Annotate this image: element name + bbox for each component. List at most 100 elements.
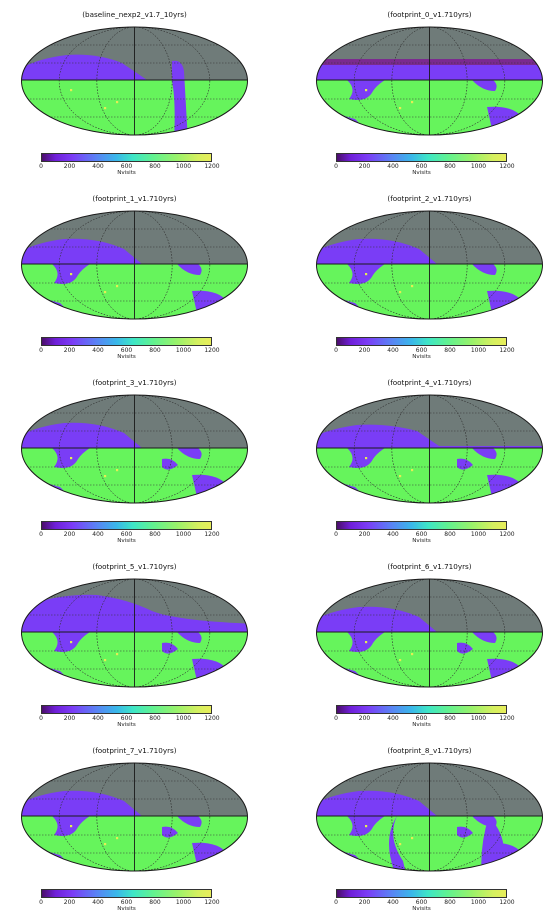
graticule <box>21 27 248 135</box>
colorbar-tick-label: 1000 <box>470 347 487 354</box>
colorbar-label: Nvisits <box>412 722 431 728</box>
colorbar-tick-label: 0 <box>39 899 43 906</box>
mollweide-map <box>21 762 248 872</box>
map-outline <box>316 394 543 504</box>
colorbar-tick-label: 1200 <box>499 715 515 722</box>
deep-drilling-field <box>104 475 107 478</box>
colorbar-tick-label: 800 <box>149 715 161 722</box>
panel-title: (footprint_1_v1.710yrs) <box>92 194 177 203</box>
skymap-panel: (footprint_0_v1.710yrs) 0 200 400 600 800 1000… <box>307 10 552 182</box>
galactic-plane-lobe <box>472 448 497 459</box>
colorbar-label: Nvisits <box>412 538 431 544</box>
galactic-plane-lobe <box>177 264 202 275</box>
colorbar-tick-label: 0 <box>39 531 43 538</box>
colorbar-tick-label: 200 <box>358 715 371 722</box>
colorbar <box>336 153 507 162</box>
colorbar-tick-label: 1000 <box>175 347 192 354</box>
colorbar-tick-label: 600 <box>415 347 428 354</box>
skymap-panel: (footprint_7_v1.710yrs) 0 200 400 600 800 1000… <box>12 746 257 918</box>
skymap-panel: (footprint_6_v1.710yrs) 0 200 400 600 800 1000… <box>307 562 552 734</box>
colorbar-label: Nvisits <box>117 170 136 176</box>
skymap-panel: (footprint_1_v1.710yrs) 0 200 400 600 800 1000… <box>12 194 257 366</box>
colorbar-tick-label: 600 <box>415 531 428 538</box>
colorbar-tick-label: 1000 <box>175 531 192 538</box>
deep-drilling-field <box>365 825 368 828</box>
deep-drilling-field <box>365 641 368 644</box>
deep-drilling-field <box>104 107 107 110</box>
colorbar <box>41 337 212 346</box>
map-outline <box>21 578 248 688</box>
colorbar <box>336 705 507 714</box>
colorbar-label: Nvisits <box>412 170 431 176</box>
colorbar-tick-label: 400 <box>92 163 104 170</box>
colorbar-tick-label: 400 <box>387 347 399 354</box>
galactic-plane-lobe <box>177 816 202 827</box>
map-outline <box>21 210 248 320</box>
colorbar-tick-label: 800 <box>149 163 161 170</box>
colorbar-tick-label: 200 <box>63 899 76 906</box>
deep-drilling-field <box>70 457 73 460</box>
skymap-panel: (footprint_5_v1.710yrs) 0 200 400 600 800 1000… <box>12 562 257 734</box>
mollweide-map <box>21 394 248 504</box>
colorbar-tick-label: 600 <box>120 163 133 170</box>
deep-drilling-field <box>399 291 402 294</box>
panel-title: (footprint_7_v1.710yrs) <box>92 746 177 755</box>
low-coverage-region <box>316 606 437 632</box>
panel-title: (footprint_6_v1.710yrs) <box>387 562 472 571</box>
deep-drilling-field <box>116 653 119 656</box>
colorbar-tick-label: 400 <box>387 531 399 538</box>
deep-drilling-field <box>399 475 402 478</box>
colorbar-label: Nvisits <box>117 538 136 544</box>
deep-drilling-field <box>411 285 414 288</box>
graticule <box>316 211 543 319</box>
galactic-plane-lobe <box>472 80 497 91</box>
graticule <box>21 579 248 687</box>
colorbar <box>41 705 212 714</box>
colorbar-tick-label: 200 <box>63 531 76 538</box>
colorbar-tick-label: 800 <box>444 715 456 722</box>
colorbar-tick-label: 1000 <box>470 163 487 170</box>
colorbar-tick-label: 200 <box>358 899 371 906</box>
colorbar-tick-label: 1200 <box>499 531 515 538</box>
colorbar-tick-label: 0 <box>39 715 43 722</box>
colorbar-tick-label: 200 <box>358 163 371 170</box>
colorbar-tick-label: 600 <box>415 715 428 722</box>
colorbar-tick-label: 800 <box>149 899 161 906</box>
deep-drilling-field <box>116 469 119 472</box>
colorbar-tick-label: 1200 <box>499 899 515 906</box>
colorbar-tick-label: 400 <box>387 899 399 906</box>
panel-title: (footprint_8_v1.710yrs) <box>387 746 472 755</box>
colorbar-tick-label: 400 <box>92 531 104 538</box>
colorbar-tick-label: 200 <box>358 347 371 354</box>
colorbar-tick-label: 1200 <box>204 163 220 170</box>
galactic-plane-lobe <box>472 632 497 643</box>
colorbar-tick-label: 0 <box>334 531 338 538</box>
colorbar-tick-label: 600 <box>120 899 133 906</box>
graticule <box>316 27 543 135</box>
skymap-panel: (footprint_4_v1.710yrs) 0 200 400 600 800 1000… <box>307 378 552 550</box>
low-coverage-region <box>21 54 147 80</box>
low-coverage-region <box>316 238 437 264</box>
map-outline <box>316 210 543 320</box>
panel-title: (footprint_0_v1.710yrs) <box>387 10 472 19</box>
mollweide-map <box>21 578 248 688</box>
mollweide-map <box>316 210 543 320</box>
deep-drilling-field <box>411 837 414 840</box>
mollweide-map <box>21 26 248 136</box>
deep-drilling-field <box>399 843 402 846</box>
colorbar-tick-label: 800 <box>149 531 161 538</box>
colorbar <box>41 521 212 530</box>
deep-drilling-field <box>411 653 414 656</box>
colorbar-tick-label: 600 <box>120 531 133 538</box>
deep-drilling-field <box>365 89 368 92</box>
deep-drilling-field <box>104 659 107 662</box>
colorbar-tick-label: 800 <box>444 899 456 906</box>
mollweide-map <box>316 394 543 504</box>
colorbar-tick-label: 1000 <box>175 899 192 906</box>
map-outline <box>316 578 543 688</box>
deep-drilling-field <box>411 469 414 472</box>
panel-title: (baseline_nexp2_v1.7_10yrs) <box>82 10 187 19</box>
colorbar-tick-label: 1200 <box>204 347 220 354</box>
colorbar-tick-label: 400 <box>387 163 399 170</box>
graticule <box>21 395 248 503</box>
